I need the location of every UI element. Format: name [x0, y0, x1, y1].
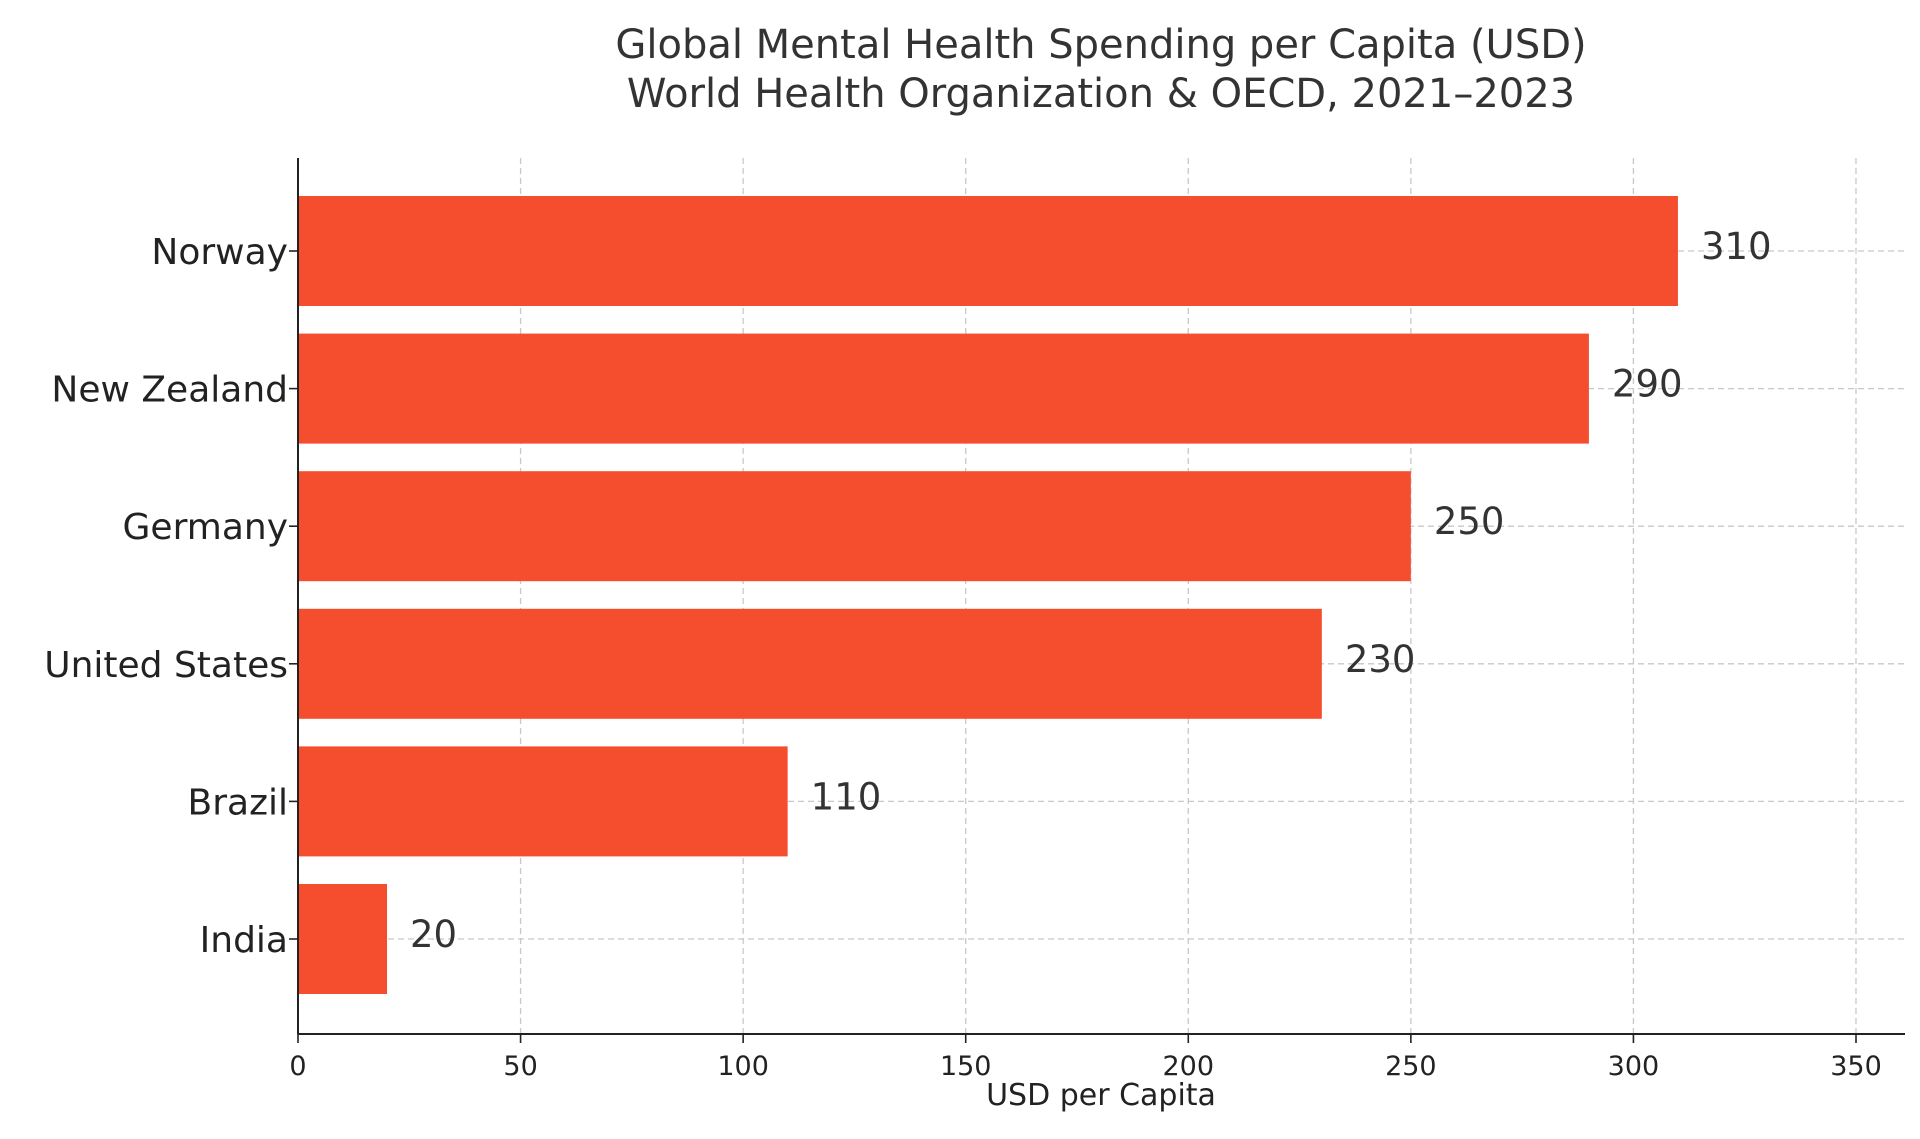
- bar-india: [298, 884, 388, 994]
- x-tick-label: 200: [1163, 1051, 1215, 1082]
- category-label: India: [200, 920, 288, 961]
- category-label: Germany: [123, 507, 288, 548]
- value-label: 230: [1345, 638, 1416, 681]
- category-label: New Zealand: [51, 370, 288, 411]
- bars-layer: [298, 196, 1678, 994]
- chart-subtitle: World Health Organization & OECD, 2021–2…: [627, 71, 1575, 117]
- value-label: 20: [410, 913, 457, 956]
- value-label: 250: [1434, 500, 1505, 543]
- value-label: 290: [1612, 363, 1683, 406]
- value-label: 310: [1701, 225, 1772, 268]
- chart-title: Global Mental Health Spending per Capita…: [615, 22, 1586, 68]
- value-label: 110: [811, 775, 882, 818]
- bar-germany: [298, 471, 1411, 582]
- x-tick-label: 100: [717, 1051, 769, 1082]
- bar-united-states: [298, 608, 1322, 719]
- bar-norway: [298, 196, 1678, 306]
- category-label: Brazil: [188, 782, 288, 823]
- bar-new-zealand: [298, 333, 1589, 444]
- category-label: United States: [44, 645, 288, 686]
- ticks-layer: 0 50 100 150 200 250 300 350: [289, 250, 1882, 1082]
- bar-brazil: [298, 746, 788, 857]
- x-tick-label: 250: [1385, 1051, 1437, 1082]
- category-label: Norway: [151, 232, 288, 273]
- x-tick-label: 50: [503, 1051, 537, 1082]
- x-tick-label: 350: [1830, 1051, 1882, 1082]
- x-tick-label: 150: [940, 1051, 992, 1082]
- axes-layer: [297, 158, 1905, 1035]
- x-tick-label: 300: [1608, 1051, 1660, 1082]
- labels-layer: Norway 310 New Zealand 290 Germany 250 United …: [44, 225, 1771, 961]
- x-axis-title: USD per Capita: [986, 1078, 1216, 1113]
- x-tick-label: 0: [289, 1051, 306, 1082]
